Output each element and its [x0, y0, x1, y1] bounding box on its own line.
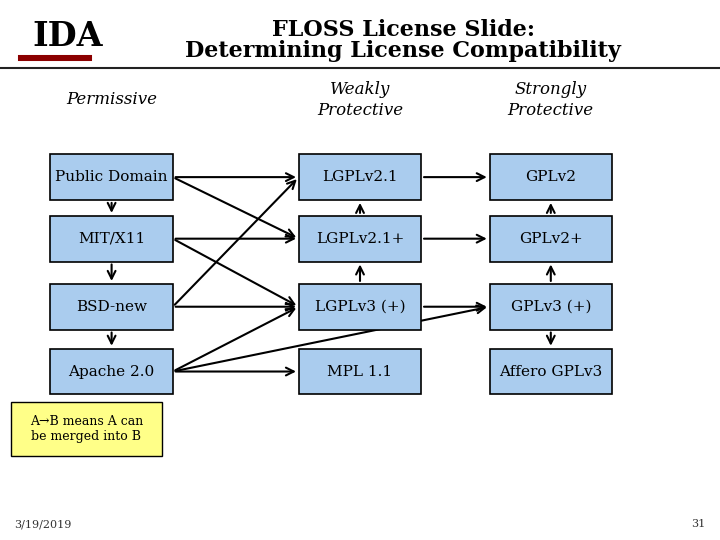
Text: LGPLv2.1+: LGPLv2.1+: [316, 232, 404, 246]
Text: GPLv3 (+): GPLv3 (+): [510, 300, 591, 314]
FancyBboxPatch shape: [490, 154, 612, 200]
Text: Strongly
Protective: Strongly Protective: [508, 82, 594, 118]
FancyBboxPatch shape: [11, 402, 162, 456]
Text: Apache 2.0: Apache 2.0: [68, 364, 155, 379]
FancyBboxPatch shape: [50, 349, 173, 394]
Text: GPLv2+: GPLv2+: [519, 232, 582, 246]
Text: BSD-new: BSD-new: [76, 300, 147, 314]
Text: IDA: IDA: [32, 19, 103, 53]
Text: Weakly
Protective: Weakly Protective: [317, 82, 403, 118]
Text: LGPLv3 (+): LGPLv3 (+): [315, 300, 405, 314]
FancyBboxPatch shape: [299, 154, 421, 200]
Text: Affero GPLv3: Affero GPLv3: [499, 364, 603, 379]
FancyBboxPatch shape: [299, 215, 421, 261]
FancyBboxPatch shape: [299, 284, 421, 329]
Text: GPLv2: GPLv2: [526, 170, 576, 184]
Text: MPL 1.1: MPL 1.1: [328, 364, 392, 379]
FancyBboxPatch shape: [50, 154, 173, 200]
FancyBboxPatch shape: [50, 284, 173, 329]
Text: Permissive: Permissive: [66, 91, 157, 109]
FancyBboxPatch shape: [50, 215, 173, 261]
FancyBboxPatch shape: [299, 349, 421, 394]
Text: 31: 31: [691, 519, 706, 529]
Text: MIT/X11: MIT/X11: [78, 232, 145, 246]
FancyBboxPatch shape: [490, 349, 612, 394]
FancyBboxPatch shape: [490, 215, 612, 261]
Text: LGPLv2.1: LGPLv2.1: [322, 170, 398, 184]
Text: 3/19/2019: 3/19/2019: [14, 519, 72, 529]
Text: Determining License Compatibility: Determining License Compatibility: [185, 40, 621, 62]
FancyBboxPatch shape: [490, 284, 612, 329]
Text: A→B means A can
be merged into B: A→B means A can be merged into B: [30, 415, 143, 443]
Text: Public Domain: Public Domain: [55, 170, 168, 184]
Text: FLOSS License Slide:: FLOSS License Slide:: [271, 19, 535, 40]
